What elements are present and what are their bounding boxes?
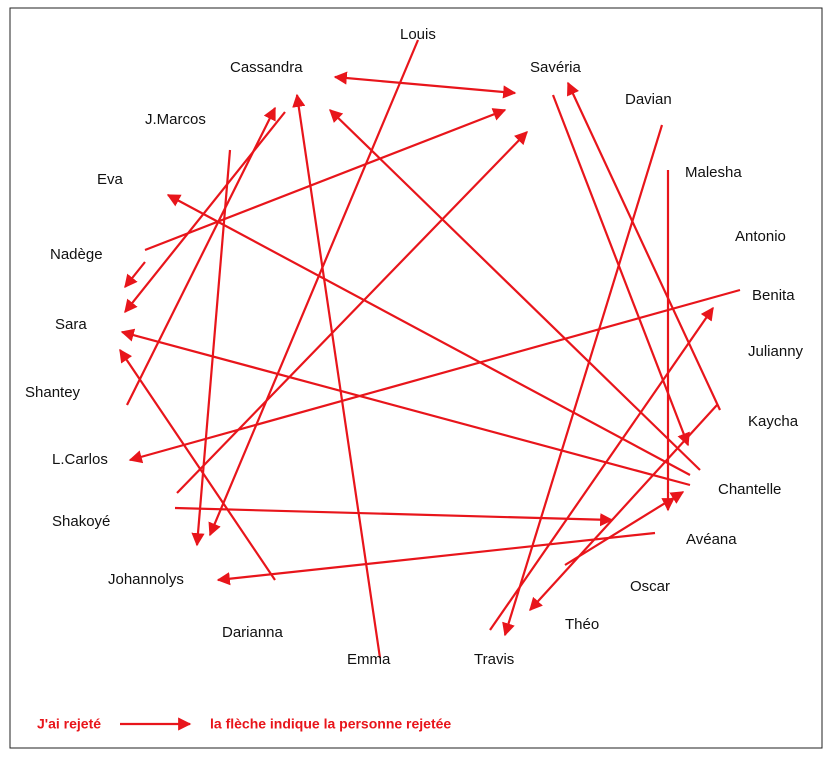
node-label: J.Marcos	[145, 111, 206, 128]
rejection-arrow	[176, 131, 528, 494]
node-label: Julianny	[748, 343, 804, 360]
node-label: Shakoyé	[52, 513, 110, 530]
rejection-arrow	[502, 124, 664, 637]
arrows	[119, 39, 741, 659]
rejection-arrow	[124, 261, 146, 289]
node-label: Oscar	[630, 578, 670, 595]
rejection-arrow	[120, 328, 691, 487]
rejection-arrow	[144, 108, 507, 252]
node-label: Avéana	[686, 531, 737, 548]
node-label: Savéria	[530, 59, 582, 76]
node-label: Cassandra	[230, 59, 303, 76]
node-label: Davian	[625, 91, 672, 108]
rejection-arrow	[292, 93, 382, 659]
rejection-arrow	[333, 71, 517, 99]
node-label: Benita	[752, 287, 795, 304]
rejection-arrow	[166, 194, 691, 476]
legend-right: la flèche indique la personne rejetée	[210, 716, 451, 732]
rejection-arrow	[216, 531, 656, 586]
rejection-arrow	[119, 348, 276, 581]
node-label: Antonio	[735, 228, 786, 245]
legend-left: J'ai rejeté	[37, 716, 101, 732]
rejection-arrow	[126, 106, 276, 406]
node-label: Darianna	[222, 624, 284, 641]
rejection-arrow	[174, 506, 614, 527]
node-label: Malesha	[685, 164, 742, 181]
frame	[9, 7, 823, 749]
rejection-arrow	[124, 111, 286, 314]
rejection-arrow	[489, 306, 714, 631]
rejection-arrow	[567, 81, 721, 411]
node-label: Johannolys	[108, 571, 184, 588]
node-label: Shantey	[25, 384, 81, 401]
node-label: Sara	[55, 316, 87, 333]
node-label: Nadège	[50, 246, 103, 263]
node-label: Eva	[97, 171, 124, 188]
labels: Louis Cassandra Savéria Davian J.Marcos Males…	[25, 26, 804, 668]
node-label: Emma	[347, 651, 391, 668]
node-label: Chantelle	[718, 481, 781, 498]
node-label: Kaycha	[748, 413, 799, 430]
rejection-arrow	[329, 109, 701, 471]
node-label: L.Carlos	[52, 451, 108, 468]
rejection-arrow	[551, 94, 690, 447]
node-label: Louis	[400, 26, 436, 43]
node-label: Théo	[565, 616, 599, 633]
rejection-arrow	[529, 404, 718, 611]
rejection-arrow	[191, 149, 232, 547]
rejection-arrow	[564, 491, 685, 566]
node-label: Travis	[474, 651, 514, 668]
rejection-arrow	[208, 39, 420, 537]
rejection-arrow	[128, 288, 741, 464]
